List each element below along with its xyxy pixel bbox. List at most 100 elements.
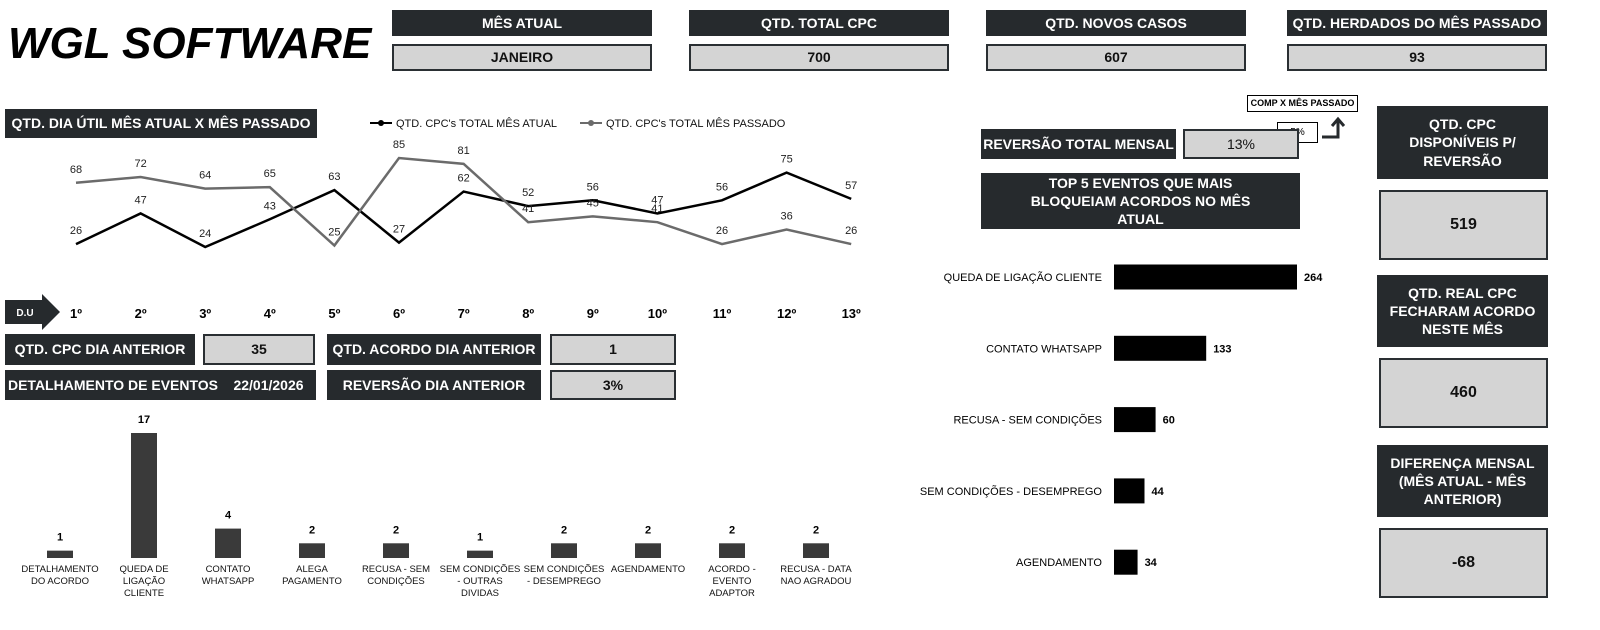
x-tick-label: 10º	[648, 306, 667, 321]
value-label: 41	[522, 203, 534, 215]
value-label: 47	[651, 194, 663, 206]
chart-date: 22/01/2026	[221, 370, 316, 400]
side-value: -68	[1379, 528, 1548, 598]
kpi-label: MÊS ATUAL	[392, 10, 652, 36]
value-label: 44	[1152, 486, 1165, 498]
daily-value: 35	[203, 334, 315, 365]
kpi-label: QTD. TOTAL CPC	[689, 10, 949, 36]
kpi-value: JANEIRO	[392, 44, 652, 71]
daily-value: 1	[550, 334, 676, 365]
value-label: 17	[138, 414, 150, 426]
chart-title: DETALHAMENTO DE EVENTOS	[5, 370, 221, 400]
x-tick-label: ALEGA PAGAMENTO	[282, 564, 342, 587]
du-arrow	[5, 294, 60, 330]
value-label: 4	[225, 510, 232, 522]
value-label: 133	[1213, 343, 1231, 355]
value-label: 57	[845, 180, 857, 192]
value-label: 1	[57, 532, 63, 544]
legend-label: QTD. CPC's TOTAL MÊS PASSADO	[606, 117, 786, 130]
value-label: 41	[651, 203, 663, 215]
value-label: 27	[393, 224, 405, 236]
x-tick-label: 2º	[135, 306, 147, 321]
value-label: 2	[729, 524, 735, 536]
daily-label: REVERSÃO DIA ANTERIOR	[327, 370, 541, 400]
bar	[551, 543, 577, 558]
x-tick-label: 7º	[458, 306, 470, 321]
x-tick-label: RECUSA - DATA NAO AGRADOU	[780, 564, 852, 587]
value-label: 24	[199, 228, 211, 240]
value-label: 64	[199, 170, 211, 182]
kpi-value: 700	[689, 44, 949, 71]
legend-label: QTD. CPC's TOTAL MÊS ATUAL	[396, 117, 557, 130]
x-tick-label: 1º	[70, 306, 82, 321]
legend-dot	[378, 120, 384, 126]
x-tick-label: SEM CONDIÇÕES - OUTRAS DIVIDAS	[439, 564, 521, 599]
kpi-label: QTD. NOVOS CASOS	[986, 10, 1246, 36]
x-tick-label: 11º	[713, 306, 732, 321]
value-label: 25	[328, 227, 340, 239]
value-label: 60	[1163, 415, 1175, 427]
side-label: QTD. REAL CPC FECHARAM ACORDO NESTE MÊS	[1377, 275, 1548, 347]
side-label: QTD. CPC DISPONÍVEIS P/ REVERSÃO	[1377, 106, 1548, 179]
line	[75, 156, 852, 248]
value-label: 52	[522, 187, 534, 199]
bar	[215, 528, 241, 558]
value-label: 2	[561, 524, 567, 536]
value-label: 65	[264, 168, 276, 180]
value-label: 1	[477, 532, 483, 544]
bar	[719, 543, 745, 558]
bar	[47, 550, 73, 558]
side-value: 460	[1379, 358, 1548, 428]
value-label: 68	[70, 164, 82, 176]
y-tick-label: RECUSA - SEM CONDIÇÕES	[953, 414, 1102, 427]
value-label: 26	[845, 225, 857, 237]
bar	[131, 433, 157, 558]
x-tick-label: SEM CONDIÇÕES - DESEMPREGO	[523, 564, 605, 587]
value-label: 81	[457, 145, 469, 157]
daily-value: 3%	[550, 370, 676, 400]
value-label: 75	[780, 154, 792, 166]
reversao-value: 13%	[1183, 129, 1299, 159]
bar	[299, 543, 325, 558]
bar	[1114, 264, 1297, 290]
bar	[803, 543, 829, 558]
bar	[1114, 549, 1138, 575]
y-tick-label: CONTATO WHATSAPP	[986, 343, 1102, 355]
value-label: 56	[587, 181, 599, 193]
x-tick-label: 4º	[264, 306, 276, 321]
kpi-value: 93	[1287, 44, 1547, 71]
value-label: 85	[393, 139, 405, 151]
x-tick-label: QUEDA DE LIGAÇÃO CLIENTE	[119, 564, 169, 599]
bar	[383, 543, 409, 558]
value-label: 2	[645, 524, 651, 536]
comp-arrow	[1322, 116, 1346, 139]
value-label: 56	[716, 181, 728, 193]
value-label: 26	[70, 225, 82, 237]
value-label: 43	[264, 200, 276, 212]
line	[75, 171, 852, 249]
x-tick-label: 9º	[587, 306, 599, 321]
value-label: 26	[716, 225, 728, 237]
value-label: 2	[813, 524, 819, 536]
value-label: 2	[309, 524, 315, 536]
x-tick-label: AGENDAMENTO	[610, 564, 686, 575]
x-tick-label: 6º	[393, 306, 405, 321]
value-label: 63	[328, 171, 340, 183]
du-label: D.U	[16, 308, 33, 319]
x-tick-label: 5º	[328, 306, 340, 321]
x-tick-label: RECUSA - SEM CONDIÇÕES	[361, 564, 431, 587]
y-tick-label: SEM CONDIÇÕES - DESEMPREGO	[920, 485, 1103, 498]
x-tick-label: CONTATO WHATSAPP	[201, 564, 255, 587]
reversao-label: REVERSÃO TOTAL MENSAL	[981, 129, 1176, 159]
x-tick-label: 12º	[777, 306, 796, 321]
side-value: 519	[1379, 190, 1548, 260]
kpi-label: QTD. HERDADOS DO MÊS PASSADO	[1287, 10, 1547, 36]
bar	[1114, 335, 1207, 361]
value-label: 47	[134, 194, 146, 206]
x-tick-label: DETALHAMENTO DO ACORDO	[21, 564, 99, 587]
kpi-value: 607	[986, 44, 1246, 71]
daily-label: QTD. CPC DIA ANTERIOR	[5, 334, 195, 365]
value-label: 62	[457, 173, 469, 185]
